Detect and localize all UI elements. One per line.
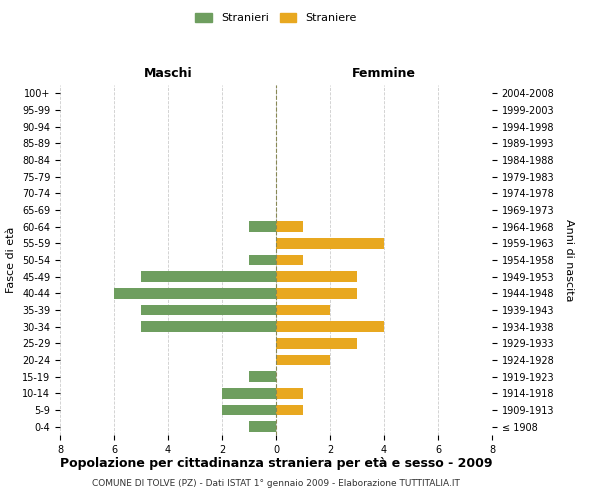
Bar — [276, 238, 384, 248]
Bar — [276, 354, 330, 366]
Bar — [276, 404, 303, 415]
Text: Popolazione per cittadinanza straniera per età e sesso - 2009: Popolazione per cittadinanza straniera p… — [60, 458, 492, 470]
Y-axis label: Fasce di età: Fasce di età — [7, 227, 16, 293]
Bar — [141, 322, 276, 332]
Text: Femmine: Femmine — [352, 67, 416, 80]
Bar — [249, 371, 276, 382]
Bar — [249, 221, 276, 232]
Bar — [276, 322, 384, 332]
Bar — [249, 254, 276, 266]
Bar — [114, 288, 276, 299]
Text: Maschi: Maschi — [143, 67, 193, 80]
Y-axis label: Anni di nascita: Anni di nascita — [564, 218, 574, 301]
Bar — [276, 338, 357, 349]
Bar — [222, 388, 276, 399]
Legend: Stranieri, Straniere: Stranieri, Straniere — [191, 8, 361, 28]
Bar — [249, 421, 276, 432]
Bar — [222, 404, 276, 415]
Bar — [141, 304, 276, 316]
Bar — [276, 304, 330, 316]
Text: COMUNE DI TOLVE (PZ) - Dati ISTAT 1° gennaio 2009 - Elaborazione TUTTITALIA.IT: COMUNE DI TOLVE (PZ) - Dati ISTAT 1° gen… — [92, 479, 460, 488]
Bar — [276, 221, 303, 232]
Bar — [141, 271, 276, 282]
Bar — [276, 254, 303, 266]
Bar — [276, 388, 303, 399]
Bar — [276, 271, 357, 282]
Bar — [276, 288, 357, 299]
